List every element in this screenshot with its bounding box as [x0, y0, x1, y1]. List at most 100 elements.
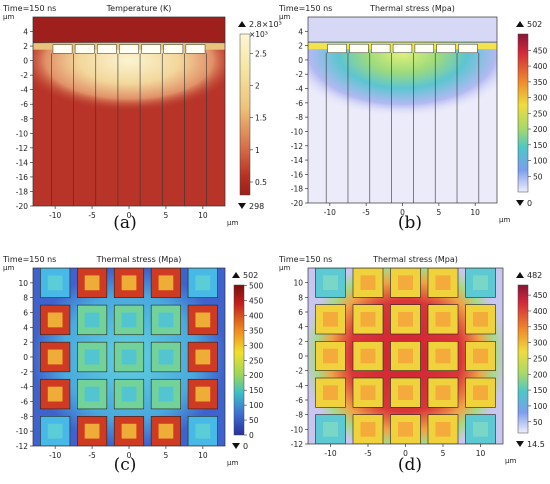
x-tick-label: 5	[436, 208, 441, 217]
pad-core	[473, 348, 488, 364]
x-tick-label: 0	[127, 451, 132, 460]
x-tick-label: -5	[88, 211, 96, 220]
panel-b: Time=150 ns Thermal stress (Mpa) μm μm -10 -5…	[278, 4, 548, 233]
colorbar-min-label: 0	[243, 442, 248, 451]
y-tick-label: -4	[296, 85, 304, 94]
colorbar-tick-label: 250	[533, 354, 548, 363]
panel-caption: (b)	[398, 213, 422, 233]
y-tick-label: -8	[296, 411, 304, 420]
y-tick-label: 4	[298, 323, 303, 332]
y-tick-label: 2	[298, 42, 303, 51]
pad-core	[84, 423, 100, 439]
colorbar-max-label: 502	[243, 271, 258, 280]
y-tick-label: -2	[21, 368, 29, 377]
colorbar-tick-label: 0.5	[255, 178, 267, 187]
pad-core	[121, 349, 137, 365]
colorbar-tick-label: 250	[533, 109, 548, 118]
colorbar-tick-label: 50	[533, 172, 543, 181]
y-tick-label: -6	[296, 99, 304, 108]
colorbar-tick-label: 300	[533, 339, 548, 348]
pad	[465, 268, 496, 298]
x-tick-label: 10	[198, 211, 208, 220]
y-tick-label: 2	[23, 42, 28, 51]
y-tick-label: 2	[23, 338, 28, 347]
panel-caption: (c)	[114, 455, 137, 475]
x-tick-label: -10	[324, 449, 336, 458]
y-tick-label: -4	[296, 381, 304, 390]
pad-core	[360, 275, 376, 290]
pad-core	[473, 385, 488, 400]
colorbar-tick-label: 300	[249, 341, 264, 350]
colorbar-tick-label: 0	[249, 431, 254, 440]
pad-core	[47, 275, 63, 291]
pad-core	[121, 423, 137, 439]
x-unit: μm	[499, 216, 510, 224]
y-tick-label: -16	[291, 170, 303, 179]
colorbar-tick-label: 350	[249, 326, 264, 335]
x-tick-label: 0	[403, 449, 408, 458]
y-tick-label: 4	[298, 27, 303, 36]
pad-core	[398, 275, 413, 290]
x-tick-label: -5	[362, 208, 370, 217]
colorbar-tick-label: 400	[249, 311, 264, 320]
x-tick-label: 0	[400, 208, 405, 217]
y-tick-label: -14	[291, 156, 303, 165]
plot-area	[33, 268, 225, 446]
y-unit: μm	[3, 264, 14, 272]
colorbar-tick-label: 150	[533, 141, 548, 150]
colorbar-tick-label: 200	[533, 125, 548, 134]
pad-core	[195, 386, 211, 402]
y-tick-label: -4	[21, 86, 29, 95]
colorbar-tick-label: 50	[249, 416, 259, 425]
pad-core	[84, 275, 100, 291]
pad-core	[398, 312, 413, 327]
colorbar-tick-label: 350	[533, 323, 548, 332]
pad-core	[435, 348, 451, 364]
colorbar-tick-label: 350	[533, 78, 548, 87]
pad-core	[473, 275, 488, 290]
pillar-top	[52, 44, 73, 54]
top-layer	[308, 17, 497, 43]
colorbar-tick-label: 100	[533, 157, 548, 166]
y-tick-label: -16	[16, 173, 28, 182]
max-triangle-icon	[232, 272, 240, 278]
chart-title: Thermal stress (Mpa)	[369, 4, 455, 13]
y-tick-label: 8	[23, 294, 28, 303]
pad-core	[47, 423, 63, 439]
panel-c: Time=150 ns Thermal stress (Mpa) μm μm -10 -5…	[2, 255, 264, 475]
colorbar-tick-label: 2	[255, 81, 260, 90]
y-tick-label: -14	[16, 158, 28, 167]
colorbar-tick-label: 1.5	[255, 114, 267, 123]
pillar-top	[141, 44, 161, 54]
pad-core	[84, 386, 100, 402]
colorbar-tick-label: 50	[533, 418, 543, 427]
x-tick-label: 0	[127, 211, 132, 220]
x-unit: μm	[505, 457, 516, 465]
colorbar-tick-label: 200	[249, 371, 264, 380]
x-tick-label: 10	[470, 208, 480, 217]
pad-core	[323, 422, 338, 437]
max-triangle-icon	[516, 21, 524, 27]
colorbar-tick-label: 150	[249, 386, 264, 395]
y-tick-label: -6	[296, 396, 304, 405]
pad-core	[158, 275, 174, 291]
colorbar	[239, 33, 251, 196]
colorbar-tick-label: 450	[533, 291, 548, 300]
y-tick-label: -20	[16, 202, 28, 211]
pillar-top	[436, 43, 456, 54]
y-tick-label: -10	[16, 129, 28, 138]
y-tick-label: -12	[291, 440, 303, 449]
colorbar	[517, 284, 529, 434]
x-tick-label: 10	[198, 451, 208, 460]
pad-core	[195, 312, 211, 328]
pad-core	[158, 423, 174, 439]
pad	[315, 341, 346, 371]
y-tick-label: -12	[16, 144, 28, 153]
pillar-top	[392, 43, 413, 54]
x-unit: μm	[227, 219, 238, 227]
x-tick-label: 5	[164, 451, 169, 460]
pillar-top	[74, 44, 95, 54]
pad-core	[84, 349, 100, 365]
pillar-top	[349, 43, 369, 54]
